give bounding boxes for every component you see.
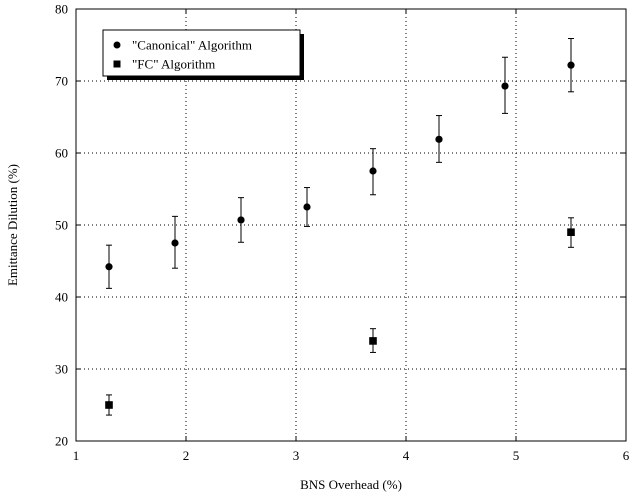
y-tick-label: 20 xyxy=(55,434,68,449)
x-tick-label: 4 xyxy=(403,448,410,463)
axis-ticks: 1 2 3 4 5 6 20 30 40 50 60 70 80 xyxy=(55,2,629,464)
legend-marker-fc xyxy=(113,60,121,68)
x-tick-label: 2 xyxy=(183,448,190,463)
legend-marker-canonical xyxy=(113,41,121,49)
y-tick-label: 70 xyxy=(55,74,68,89)
grid-lines xyxy=(76,9,626,441)
x-tick-label: 1 xyxy=(73,448,80,463)
y-tick-label: 60 xyxy=(55,146,68,161)
data-points xyxy=(105,38,575,416)
y-axis-label: Emittance Dilution (%) xyxy=(5,164,20,286)
legend-label-canonical: "Canonical" Algorithm xyxy=(132,38,252,53)
y-tick-label: 40 xyxy=(55,290,68,305)
data-point-fc xyxy=(567,228,575,236)
legend-box xyxy=(102,29,301,77)
data-point-canonical xyxy=(567,61,575,69)
data-point-canonical xyxy=(171,239,179,247)
data-point-canonical xyxy=(501,82,509,90)
legend-label-fc: "FC" Algorithm xyxy=(132,57,215,72)
x-axis-label: BNS Overhead (%) xyxy=(300,477,402,492)
x-tick-label: 6 xyxy=(623,448,629,463)
data-point-canonical xyxy=(303,203,311,211)
x-tick-label: 3 xyxy=(293,448,300,463)
data-point-canonical xyxy=(369,167,377,175)
data-point-fc xyxy=(369,337,377,345)
data-point-canonical xyxy=(105,263,113,271)
x-tick-label: 5 xyxy=(513,448,520,463)
y-tick-label: 30 xyxy=(55,362,68,377)
legend: "Canonical" Algorithm "FC" Algorithm xyxy=(102,29,304,80)
data-point-fc xyxy=(105,401,113,409)
data-point-canonical xyxy=(237,216,245,224)
data-point-canonical xyxy=(435,135,443,143)
y-tick-label: 80 xyxy=(55,2,68,17)
y-tick-label: 50 xyxy=(55,218,68,233)
